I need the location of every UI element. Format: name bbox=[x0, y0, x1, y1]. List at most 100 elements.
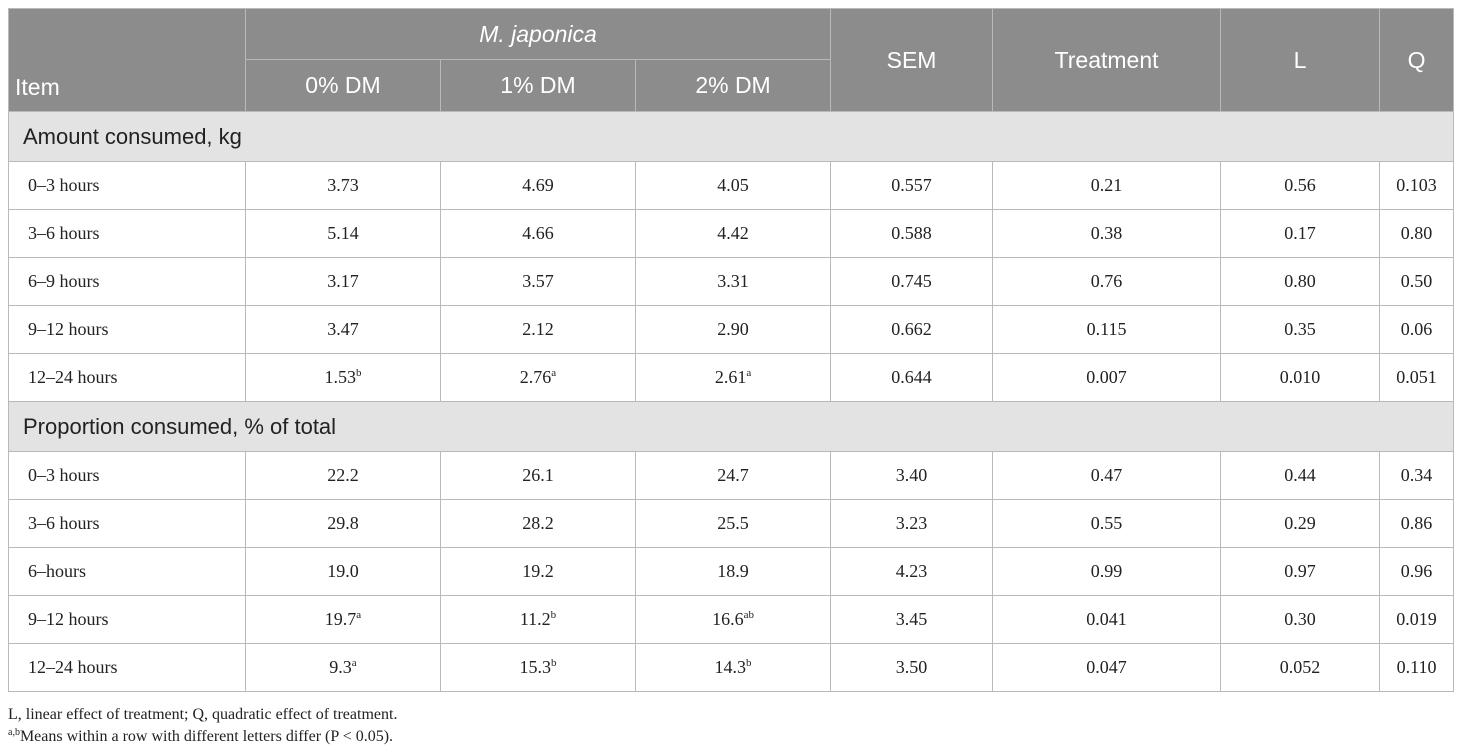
cell-level-0: 22.2 bbox=[245, 451, 441, 500]
consumption-table: Item M. japonica SEM Treatment L Q 0% DM… bbox=[7, 8, 1455, 692]
cell-treatment: 0.21 bbox=[992, 161, 1222, 210]
cell-value: 19.7 bbox=[324, 609, 357, 629]
cell-level-2: 3.31 bbox=[634, 257, 832, 306]
cell-level-0: 3.73 bbox=[245, 161, 441, 210]
cell-quadratic: 0.50 bbox=[1379, 257, 1455, 306]
header-group-m-japonica: M. japonica bbox=[244, 8, 832, 60]
cell-level-2: 25.5 bbox=[634, 499, 832, 548]
cell-level-0: 3.17 bbox=[245, 257, 441, 306]
table-row: 0–3 hours 3.73 4.69 4.05 0.557 0.21 0.56 0.103 bbox=[8, 161, 1455, 210]
cell-quadratic: 0.110 bbox=[1379, 643, 1455, 692]
table-row: 12–24 hours 1.53b 2.76a 2.61a 0.644 0.007 0.01… bbox=[8, 353, 1455, 402]
table-row: 6–hours 19.0 19.2 18.9 4.23 0.99 0.97 0.96 bbox=[8, 547, 1455, 596]
cell-value: 5.14 bbox=[327, 223, 359, 243]
cell-value: 3.57 bbox=[522, 271, 554, 291]
superscript-letter: b bbox=[550, 609, 557, 621]
cell-value: 18.9 bbox=[717, 561, 749, 581]
cell-sem: 3.23 bbox=[830, 499, 994, 548]
cell-quadratic: 0.80 bbox=[1379, 209, 1455, 258]
cell-value: 25.5 bbox=[717, 513, 749, 533]
cell-sem: 0.745 bbox=[830, 257, 994, 306]
row-label: 0–3 hours bbox=[8, 161, 246, 210]
superscript-letter: a bbox=[551, 367, 557, 379]
cell-sem: 0.557 bbox=[830, 161, 994, 210]
cell-treatment: 0.38 bbox=[992, 209, 1222, 258]
cell-level-1: 4.69 bbox=[440, 161, 636, 210]
header-sem: SEM bbox=[830, 8, 994, 112]
cell-level-1: 2.12 bbox=[440, 305, 636, 354]
superscript-letter: a bbox=[746, 367, 752, 379]
footnote-abbreviations: L, linear effect of treatment; Q, quadra… bbox=[8, 706, 398, 723]
cell-level-2: 2.61a bbox=[634, 353, 832, 402]
table-row: 0–3 hours 22.2 26.1 24.7 3.40 0.47 0.44 0.34 bbox=[8, 451, 1455, 500]
cell-level-0: 19.7a bbox=[245, 595, 441, 644]
row-label: 6–9 hours bbox=[8, 257, 246, 306]
cell-level-2: 24.7 bbox=[634, 451, 832, 500]
cell-level-1: 15.3b bbox=[440, 643, 636, 692]
cell-level-1: 3.57 bbox=[440, 257, 636, 306]
cell-linear: 0.052 bbox=[1220, 643, 1381, 692]
cell-treatment: 0.99 bbox=[992, 547, 1222, 596]
header-quadratic: Q bbox=[1379, 8, 1455, 112]
cell-treatment: 0.115 bbox=[992, 305, 1222, 354]
cell-level-0: 9.3a bbox=[245, 643, 441, 692]
cell-linear: 0.44 bbox=[1220, 451, 1381, 500]
cell-level-2: 18.9 bbox=[634, 547, 832, 596]
data-table-container: Item M. japonica SEM Treatment L Q 0% DM… bbox=[7, 8, 1455, 692]
cell-value: 26.1 bbox=[522, 465, 554, 485]
footnote-letters-sup: a,b bbox=[8, 727, 20, 738]
superscript-letter: a bbox=[356, 609, 362, 621]
row-label: 3–6 hours bbox=[8, 209, 246, 258]
superscript-letter: b bbox=[551, 657, 557, 669]
table-row: 9–12 hours 3.47 2.12 2.90 0.662 0.115 0.35 0.06 bbox=[8, 305, 1455, 354]
row-label: 9–12 hours bbox=[8, 305, 246, 354]
cell-level-0: 5.14 bbox=[245, 209, 441, 258]
header-level-2: 2% DM bbox=[634, 59, 832, 112]
superscript-letter: a bbox=[351, 657, 357, 669]
cell-value: 22.2 bbox=[327, 465, 359, 485]
cell-linear: 0.010 bbox=[1220, 353, 1381, 402]
cell-linear: 0.35 bbox=[1220, 305, 1381, 354]
row-label: 3–6 hours bbox=[8, 499, 246, 548]
header-item: Item bbox=[8, 8, 246, 112]
cell-value: 24.7 bbox=[717, 465, 749, 485]
cell-level-1: 2.76a bbox=[440, 353, 636, 402]
cell-level-0: 3.47 bbox=[245, 305, 441, 354]
table-row: 6–9 hours 3.17 3.57 3.31 0.745 0.76 0.80 0.50 bbox=[8, 257, 1455, 306]
cell-sem: 3.45 bbox=[830, 595, 994, 644]
cell-level-1: 19.2 bbox=[440, 547, 636, 596]
cell-value: 16.6 bbox=[712, 609, 744, 629]
table-row: 9–12 hours 19.7a 11.2b 16.6ab 3.45 0.041 0.30 0… bbox=[8, 595, 1455, 644]
cell-quadratic: 0.86 bbox=[1379, 499, 1455, 548]
cell-level-0: 29.8 bbox=[245, 499, 441, 548]
row-label: 0–3 hours bbox=[8, 451, 246, 500]
row-label: 12–24 hours bbox=[8, 643, 246, 692]
cell-sem: 0.662 bbox=[830, 305, 994, 354]
row-label: 12–24 hours bbox=[8, 353, 246, 402]
cell-value: 4.05 bbox=[717, 175, 749, 195]
cell-level-1: 28.2 bbox=[440, 499, 636, 548]
table-row: 3–6 hours 5.14 4.66 4.42 0.588 0.38 0.17 0.80 bbox=[8, 209, 1455, 258]
section-title: Amount consumed, kg bbox=[7, 111, 1455, 162]
cell-sem: 0.644 bbox=[830, 353, 994, 402]
cell-treatment: 0.47 bbox=[992, 451, 1222, 500]
cell-value: 3.73 bbox=[327, 175, 359, 195]
cell-level-2: 16.6ab bbox=[634, 595, 832, 644]
cell-level-0: 19.0 bbox=[245, 547, 441, 596]
cell-treatment: 0.041 bbox=[992, 595, 1222, 644]
cell-value: 11.2 bbox=[519, 609, 551, 629]
cell-value: 2.76 bbox=[519, 367, 552, 387]
cell-treatment: 0.76 bbox=[992, 257, 1222, 306]
cell-value: 2.12 bbox=[522, 319, 554, 339]
cell-value: 19.0 bbox=[327, 561, 359, 581]
superscript-letter: b bbox=[746, 657, 752, 669]
row-label: 6–hours bbox=[8, 547, 246, 596]
cell-linear: 0.29 bbox=[1220, 499, 1381, 548]
cell-level-1: 26.1 bbox=[440, 451, 636, 500]
superscript-letter: b bbox=[356, 367, 362, 379]
table-footnotes: L, linear effect of treatment; Q, quadra… bbox=[8, 704, 397, 748]
cell-level-2: 4.05 bbox=[634, 161, 832, 210]
cell-quadratic: 0.051 bbox=[1379, 353, 1455, 402]
cell-treatment: 0.047 bbox=[992, 643, 1222, 692]
cell-value: 1.53 bbox=[324, 367, 357, 387]
